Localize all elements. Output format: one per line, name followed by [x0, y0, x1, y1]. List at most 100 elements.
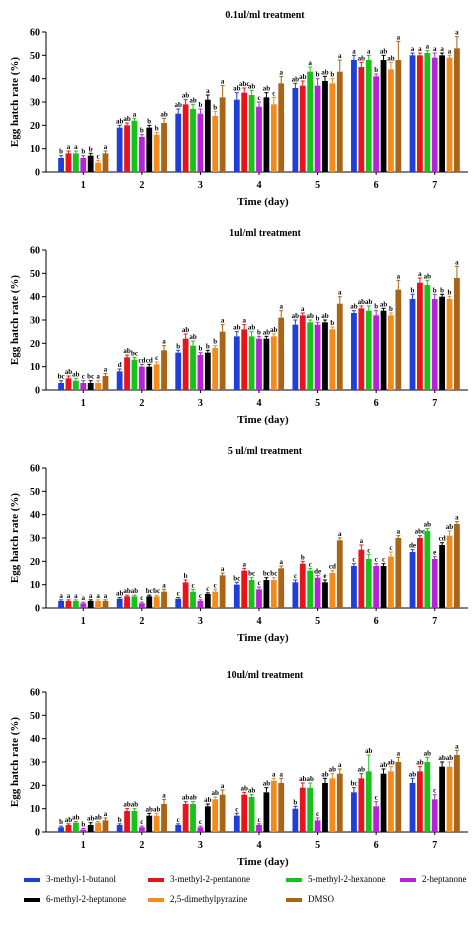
bar	[373, 566, 380, 608]
bar	[116, 127, 123, 172]
bar	[116, 371, 123, 390]
significance-label: b	[389, 305, 393, 313]
significance-label: b	[206, 342, 210, 350]
y-axis-label: Egg hatch rate (%)	[9, 717, 21, 807]
significance-label: a	[96, 373, 100, 381]
significance-label: ab	[380, 761, 388, 769]
bar	[131, 120, 138, 172]
bar	[95, 162, 101, 172]
bar	[292, 324, 299, 390]
significance-label: ab	[153, 805, 161, 813]
significance-label: a	[352, 47, 356, 55]
legend-item: 3-methyl-2-pentanone	[148, 874, 250, 884]
significance-label: a	[67, 592, 71, 600]
bar	[65, 825, 72, 832]
significance-label: bc	[248, 570, 255, 578]
significance-label: c	[214, 581, 217, 589]
bar	[417, 771, 423, 832]
significance-label: ab	[131, 801, 139, 809]
x-tick-label: 4	[257, 180, 262, 191]
significance-label: c	[235, 805, 238, 813]
significance-label: b	[59, 818, 63, 826]
legend-item: 6-methyl-2-heptanone	[24, 894, 126, 904]
bar	[256, 338, 262, 390]
legend-swatch	[24, 898, 40, 902]
y-tick-label: 60	[30, 246, 40, 257]
significance-label: a	[96, 592, 100, 600]
bar	[409, 55, 416, 173]
bar	[153, 596, 160, 608]
bar	[322, 783, 328, 832]
bar	[431, 799, 438, 832]
significance-label: b	[440, 286, 444, 294]
significance-label: ab	[306, 312, 314, 320]
significance-label: cd	[329, 563, 336, 571]
bar	[270, 336, 277, 390]
bar	[431, 57, 438, 172]
bar	[248, 95, 255, 172]
bar	[219, 575, 226, 608]
bar	[395, 289, 402, 390]
bar	[263, 97, 270, 172]
x-tick-label: 2	[139, 398, 144, 409]
significance-label: ab	[233, 85, 241, 93]
significance-label: c	[191, 581, 194, 589]
bar	[446, 299, 453, 390]
significance-label: cd	[138, 356, 145, 364]
bar	[351, 566, 357, 608]
bar	[80, 829, 87, 832]
chart-title: 5 ul/ml treatment	[228, 446, 303, 457]
significance-label: b	[155, 124, 159, 132]
legend-swatch	[400, 878, 416, 882]
significance-label: a	[440, 45, 444, 53]
significance-label: b	[316, 71, 320, 79]
significance-label: b	[89, 145, 93, 153]
bar	[124, 811, 130, 832]
significance-label: de	[409, 542, 416, 550]
bar	[58, 158, 64, 172]
bar	[197, 827, 204, 832]
significance-label: a	[221, 565, 225, 573]
significance-label: c	[389, 544, 392, 552]
bar	[373, 315, 380, 390]
bar	[197, 601, 204, 608]
significance-label: ab	[248, 324, 256, 332]
significance-label: c	[177, 816, 180, 824]
y-tick-label: 30	[30, 98, 40, 109]
significance-label: ab	[358, 54, 366, 62]
bar	[278, 568, 285, 608]
legend-label: 2,5-dimethylpyrazine	[170, 894, 247, 904]
x-tick-label: 3	[198, 180, 203, 191]
bar	[307, 787, 314, 832]
significance-label: ab	[358, 766, 366, 774]
bar	[299, 787, 306, 832]
significance-label: c	[257, 579, 260, 587]
significance-label: a	[455, 514, 459, 522]
y-tick-label: 10	[30, 580, 40, 591]
bar	[292, 582, 299, 608]
bar	[175, 825, 182, 832]
bar	[161, 804, 167, 832]
significance-label: bc	[270, 570, 277, 578]
bar	[454, 278, 460, 390]
chart-panel-1: 0.1ul/ml treatment Egg hatch rate (%) 0 10 2…	[9, 10, 468, 208]
y-tick-label: 20	[30, 339, 40, 350]
significance-label: b	[118, 816, 122, 824]
significance-label: ab	[182, 326, 190, 334]
x-tick-label: 3	[198, 616, 203, 627]
bar	[446, 535, 453, 608]
significance-label: a	[338, 289, 342, 297]
significance-label: a	[433, 45, 437, 53]
chart-panel-2: 1ul/ml treatment Egg hatch rate (%) 0 10 20 3…	[9, 228, 468, 426]
significance-label: a	[104, 810, 108, 818]
significance-label: c	[82, 373, 85, 381]
significance-label: b	[330, 71, 334, 79]
bar	[380, 60, 387, 172]
bar	[182, 104, 189, 172]
x-tick-label: 4	[257, 398, 262, 409]
significance-label: a	[67, 143, 71, 151]
significance-label: cd	[439, 535, 446, 543]
significance-label: a	[279, 770, 283, 778]
bar	[380, 310, 387, 390]
significance-label: b	[301, 553, 305, 561]
